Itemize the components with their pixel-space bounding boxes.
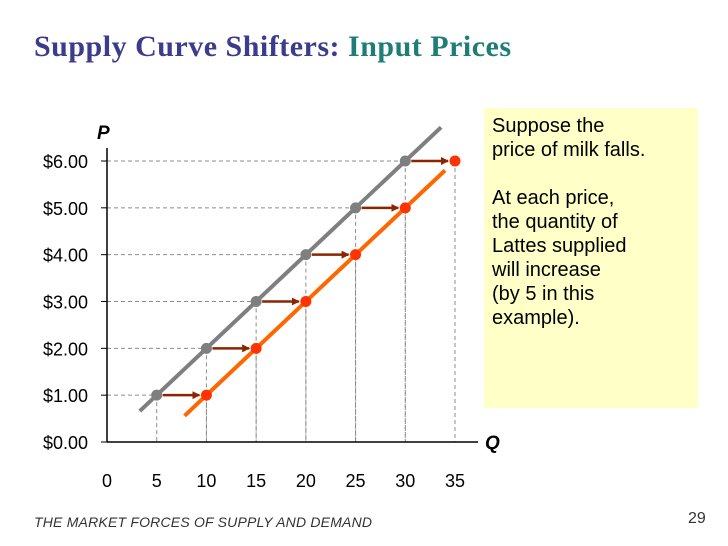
y-tick-label: $2.00 [43, 339, 88, 359]
callout-line: At each price, [492, 187, 615, 209]
y-tick-label: $3.00 [43, 293, 88, 313]
callout-box: Suppose the price of milk falls. At each… [484, 108, 698, 408]
data-point-1 [350, 202, 362, 214]
x-tick-label: 25 [346, 471, 366, 491]
title-sub: Input Prices [348, 30, 512, 63]
data-point-2 [399, 202, 411, 214]
y-tick-label: $4.00 [43, 246, 88, 266]
x-axis-title: Q [485, 433, 500, 454]
data-point-2 [449, 155, 461, 167]
y-tick-label: $5.00 [43, 199, 88, 219]
y-tick-label: $6.00 [43, 152, 88, 172]
x-tick-label: 30 [395, 471, 415, 491]
callout-line: will increase [492, 259, 601, 281]
page-number: 29 [688, 510, 706, 527]
data-point-1 [300, 249, 312, 261]
x-tick-label: 35 [445, 471, 465, 491]
data-point-1 [399, 155, 411, 167]
data-point-1 [151, 389, 163, 401]
x-tick-label: 15 [246, 471, 266, 491]
data-point-1 [250, 296, 262, 307]
data-point-2 [300, 296, 312, 307]
x-tick-label: 10 [196, 471, 216, 491]
callout-line: Suppose the [492, 115, 605, 137]
callout-line: (by 5 in this [492, 283, 595, 305]
data-point-2 [250, 342, 262, 354]
x-tick-label: 5 [152, 471, 162, 491]
supply-line-1 [138, 125, 443, 413]
callout-line: the quantity of [492, 211, 618, 233]
slide-title: Supply Curve Shifters: Input Prices [34, 30, 512, 64]
callout-line: Lattes supplied [492, 235, 627, 257]
x-tick-label: 0 [102, 471, 112, 491]
callout-line: price of milk falls. [492, 139, 646, 161]
y-axis-title: P [97, 123, 110, 144]
x-tick-label: 20 [296, 471, 316, 491]
data-point-2 [200, 389, 212, 401]
y-tick-label: $1.00 [43, 386, 88, 406]
data-point-1 [200, 342, 212, 354]
y-tick-label: $0.00 [43, 433, 88, 453]
title-main: Supply Curve Shifters: [34, 30, 341, 63]
data-point-2 [350, 249, 362, 261]
callout-line: example). [492, 307, 580, 329]
slide-footer: THE MARKET FORCES OF SUPPLY AND DEMAND [34, 514, 373, 530]
